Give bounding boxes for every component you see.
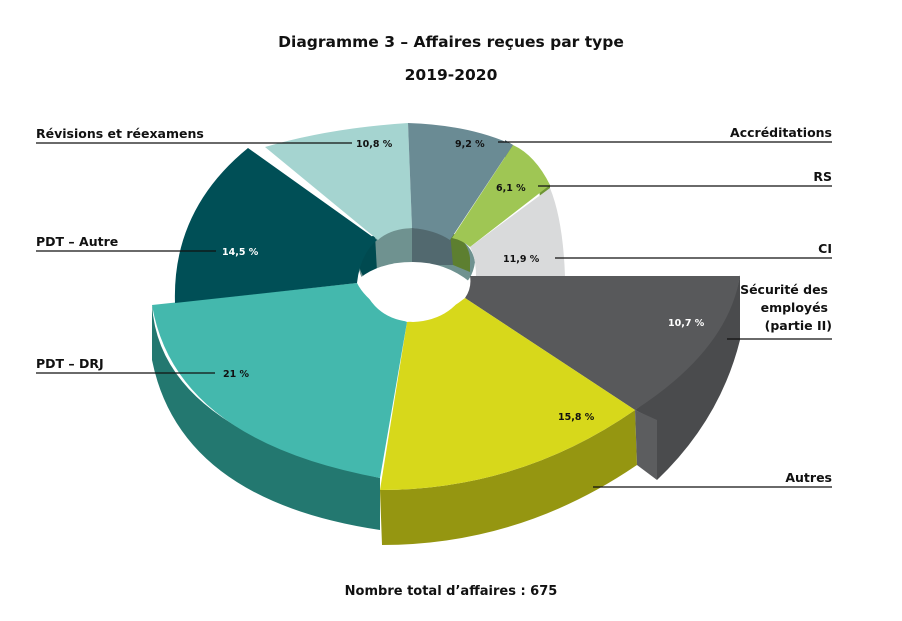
label-pdt-drj: PDT – DRJ bbox=[36, 356, 104, 371]
pct-securite: 10,7 % bbox=[668, 318, 705, 329]
label-accreditations: Accréditations bbox=[730, 125, 832, 140]
pct-ci: 11,9 % bbox=[503, 254, 540, 265]
total-count: Nombre total d’affaires : 675 bbox=[344, 584, 558, 599]
label-revisions: Révisions et réexamens bbox=[36, 126, 204, 141]
pct-rs: 6,1 % bbox=[496, 183, 526, 194]
slice-securite[interactable] bbox=[465, 276, 740, 410]
slice-side-securite bbox=[635, 275, 740, 480]
label-ci: CI bbox=[818, 241, 832, 256]
hole-wall-green bbox=[450, 232, 470, 272]
chart-subtitle: 2019-2020 bbox=[404, 66, 498, 84]
label-autres: Autres bbox=[785, 470, 832, 485]
slice-ci[interactable] bbox=[470, 188, 565, 276]
slice-autres[interactable] bbox=[380, 298, 635, 490]
donut-hole bbox=[360, 262, 470, 322]
slice-side-autres bbox=[380, 410, 637, 545]
hole-wall-dark bbox=[412, 228, 455, 265]
pct-accreditations: 9,2 % bbox=[455, 139, 485, 150]
slice-accreditations[interactable] bbox=[408, 123, 513, 240]
slice-pdt-autre[interactable] bbox=[174, 148, 377, 303]
slice-pdt-drj[interactable] bbox=[152, 283, 407, 478]
pct-pdt-drj: 21 % bbox=[223, 369, 250, 380]
label-rs: RS bbox=[813, 169, 832, 184]
pct-autres: 15,8 % bbox=[558, 412, 595, 423]
label-securite-line2: employés bbox=[761, 300, 828, 315]
label-securite-line1: Sécurité des bbox=[740, 282, 828, 297]
slice-side-securite-front bbox=[635, 410, 657, 480]
pct-revisions: 10,8 % bbox=[356, 139, 393, 150]
chart-title: Diagramme 3 – Affaires reçues par type bbox=[278, 33, 624, 51]
slice-revisions[interactable] bbox=[265, 123, 412, 240]
pct-pdt-autre: 14,5 % bbox=[222, 247, 259, 258]
slice-rs[interactable] bbox=[452, 145, 550, 247]
label-securite-line3: (partie II) bbox=[765, 318, 832, 333]
label-pdt-autre: PDT – Autre bbox=[36, 234, 118, 249]
slice-side-pdt-drj bbox=[152, 305, 380, 530]
